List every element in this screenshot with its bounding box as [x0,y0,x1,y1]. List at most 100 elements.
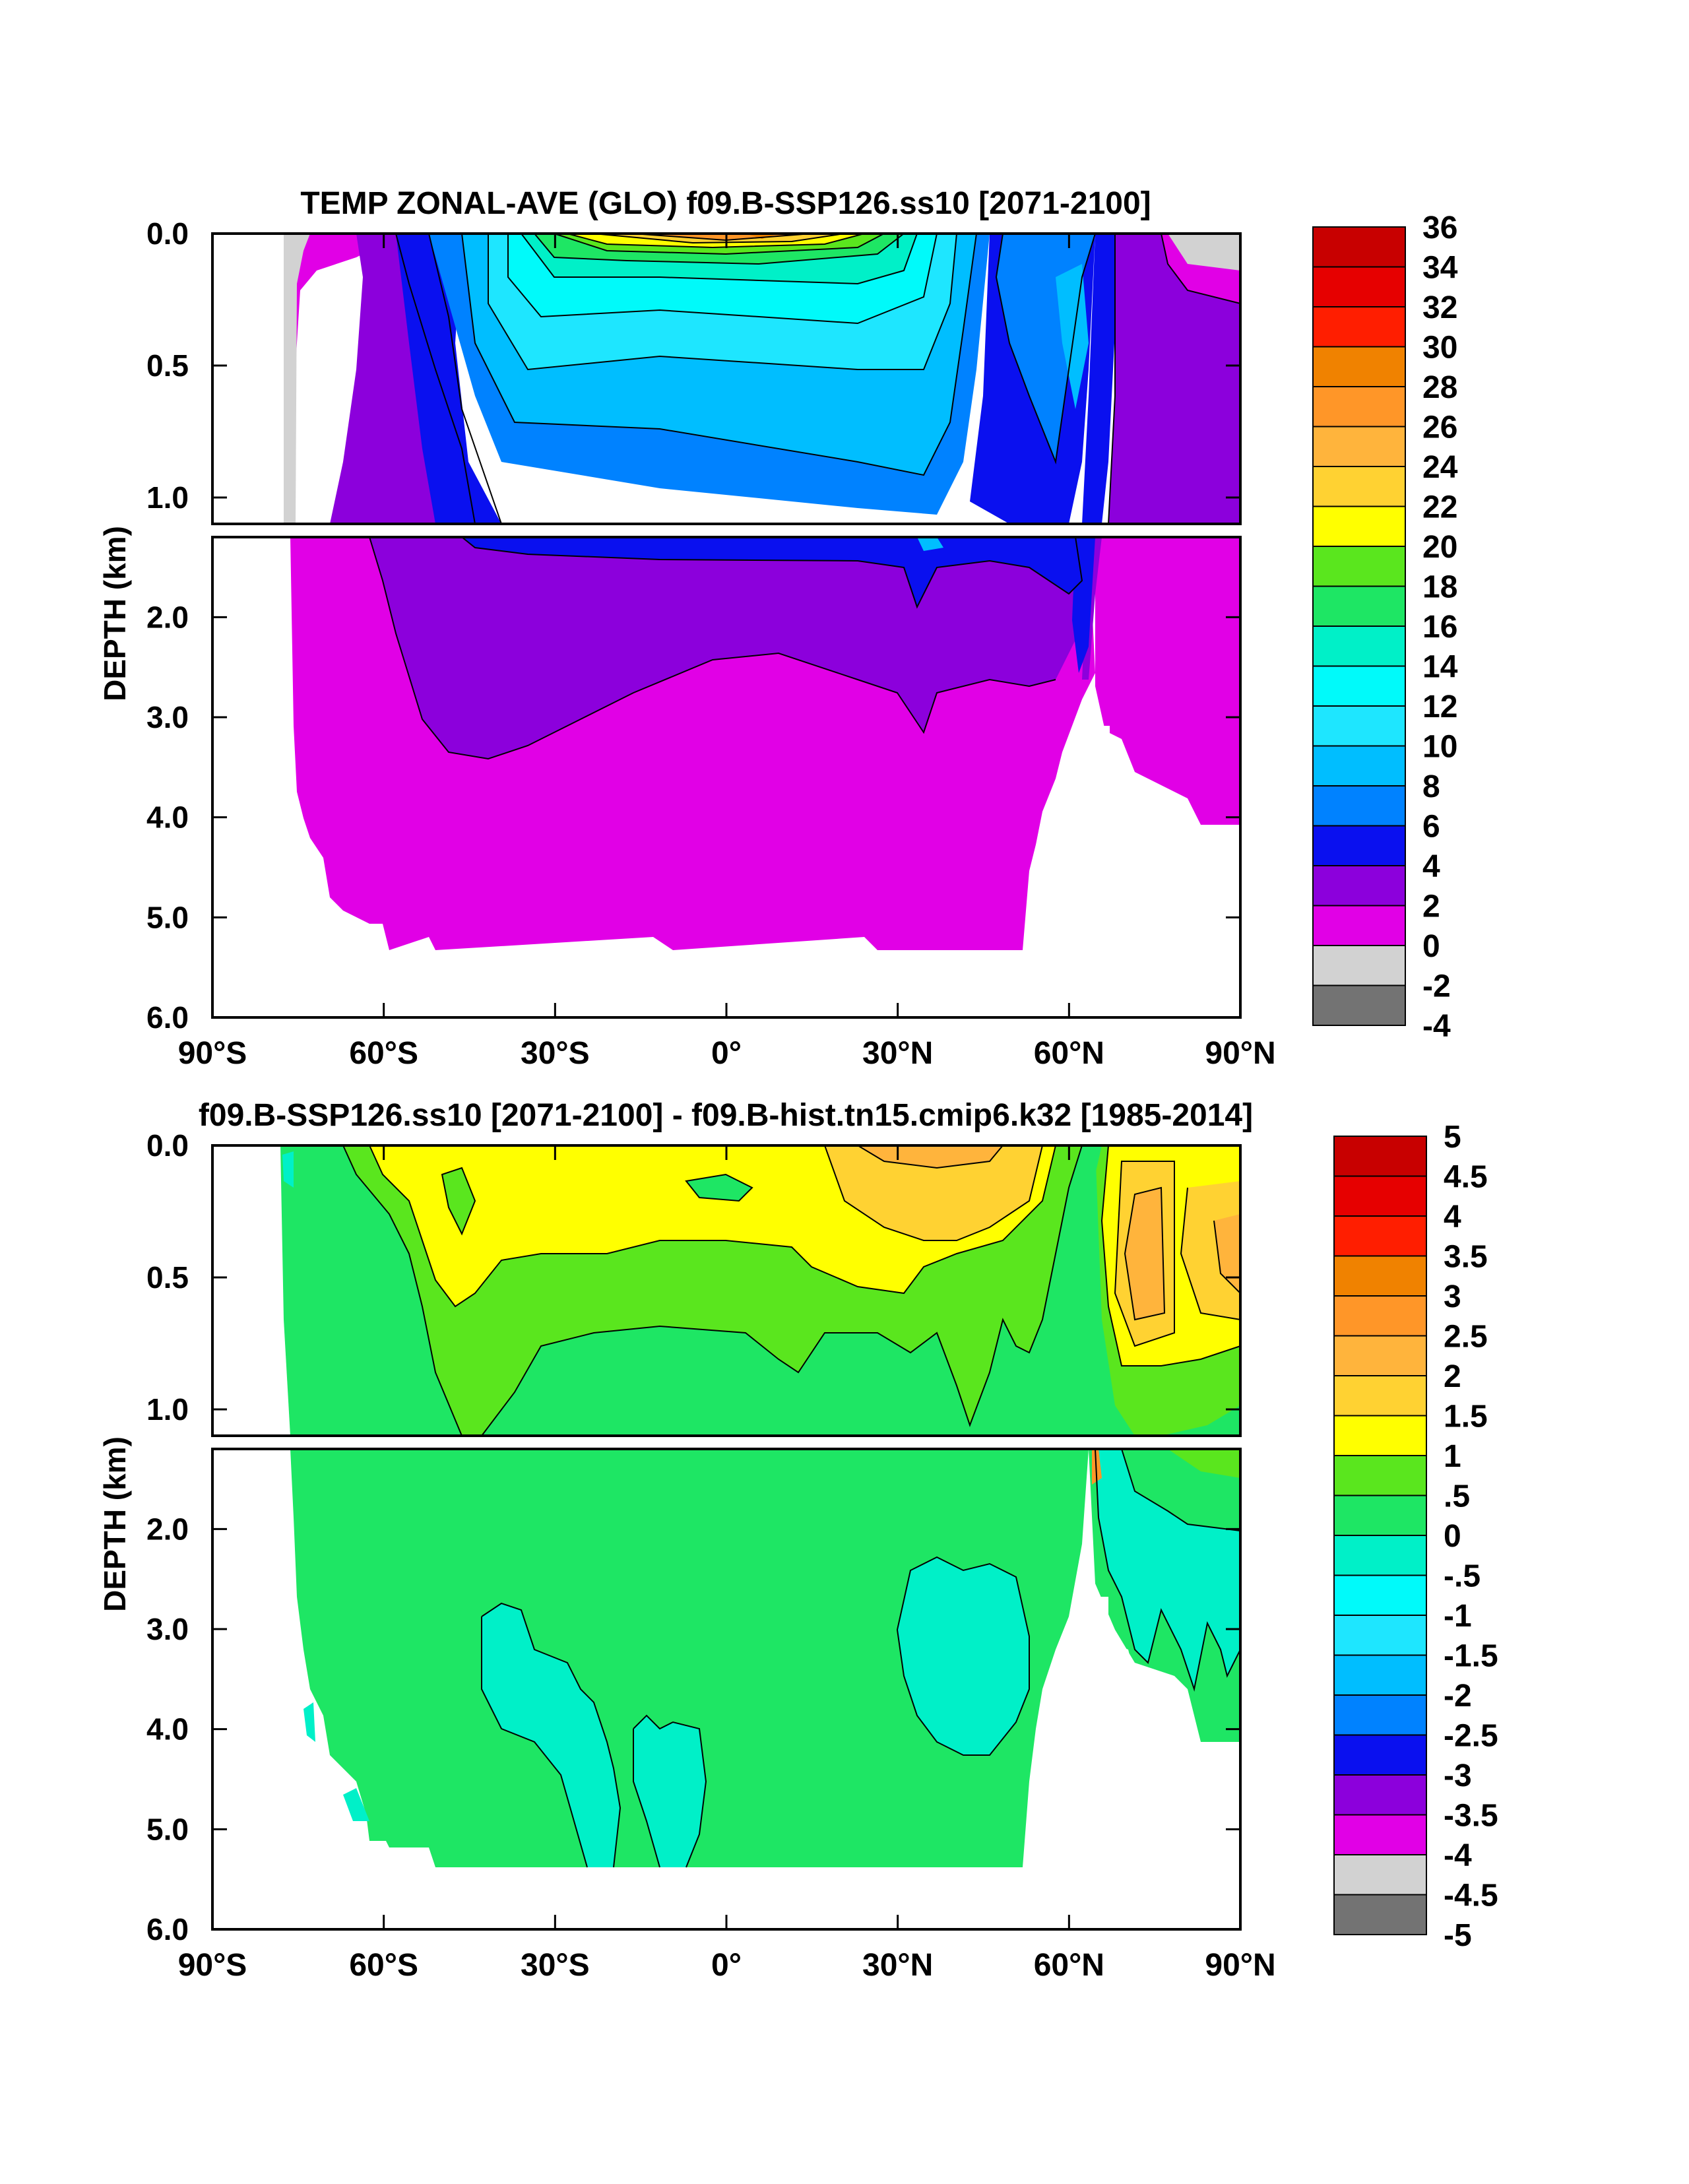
panel1-x-tick-label: 90°N [1205,1036,1275,1071]
panel1-colorbar-label: 22 [1422,490,1457,525]
panel2-break-mask [208,1436,1244,1448]
panel1-y-tick-label: 1.0 [146,480,189,515]
panel1-colorbar-box [1312,346,1406,387]
panel1-y-tick-label: 5.0 [146,900,189,934]
panel2-x-tick-label: 90°S [178,1948,247,1983]
panel2-upper-field [212,1145,1240,1436]
panel1-colorbar-label: 12 [1422,690,1457,724]
panel2-y-tick-label: 1.0 [146,1392,189,1427]
panel1-colorbar-label: -2 [1422,969,1451,1004]
panel2-x-tick-label: 60°S [349,1948,418,1983]
panel2-y-tick-label: 4.0 [146,1712,189,1747]
panel1-colorbar-box [1312,226,1406,268]
panel2-x-tick-label: 0° [711,1948,742,1983]
panel1-title: TEMP ZONAL-AVE (GLO) f09.B-SSP126.ss10 [… [300,186,1151,221]
panel2-y-tick-label: 2.0 [146,1512,189,1546]
panel1-colorbar-label: 36 [1422,210,1457,245]
panel1-colorbar-label: 10 [1422,730,1457,765]
panel2-colorbar-box [1333,1375,1427,1417]
panel1-upper-field [212,234,1240,524]
panel1-colorbar-box [1312,945,1406,986]
panel1-colorbar-box [1312,665,1406,707]
panel2-colorbar-box [1333,1814,1427,1855]
panel1-colorbar-box [1312,505,1406,547]
panel2-colorbar-box [1333,1894,1427,1935]
panel1-x-tick-label: 30°S [521,1036,590,1071]
panel1-colorbar-box [1312,306,1406,348]
panel1-colorbar-label: 0 [1422,929,1440,964]
panel2-colorbar-box [1333,1535,1427,1576]
panel2-colorbar-label: 5 [1444,1120,1461,1155]
panel1-lower-field [290,537,1240,950]
panel2-lower-field [290,1449,1240,1867]
panel2-colorbar-label: 2 [1444,1359,1461,1394]
panel1-colorbar-box [1312,865,1406,907]
panel1-colorbar-label: 16 [1422,610,1457,645]
panel2-colorbar-box [1333,1136,1427,1177]
panel2-colorbar-box [1333,1654,1427,1696]
panel2-colorbar-label: -3.5 [1444,1799,1498,1834]
panel2-x-tick-label: 60°N [1034,1948,1104,1983]
panel1-y-tick-label: 6.0 [146,1000,189,1035]
panel1-colorbar-box [1312,546,1406,587]
panel2-colorbar-label: -5 [1444,1918,1472,1953]
panel2-ylabel: DEPTH (km) [98,1436,132,1612]
panel1-colorbar-label: 2 [1422,889,1440,924]
panel2-title: f09.B-SSP126.ss10 [2071-2100] - f09.B-hi… [199,1098,1253,1133]
panel2-colorbar-label: -4.5 [1444,1879,1498,1913]
panel2-colorbar-box [1333,1854,1427,1896]
panel1-ylabel: DEPTH (km) [98,526,132,701]
panel2-colorbar-box [1333,1494,1427,1536]
panel2-colorbar-box [1333,1255,1427,1297]
panel1-colorbar-label: 20 [1422,530,1457,565]
panel1-colorbar-box [1312,984,1406,1026]
panel2-y-tick-label: 6.0 [146,1912,189,1946]
panel2-colorbar-label: -1.5 [1444,1639,1498,1674]
panel2-colorbar-box [1333,1215,1427,1257]
panel1-colorbar-box [1312,785,1406,827]
panel2-y-tick-label: 5.0 [146,1812,189,1846]
panel2-colorbar-label: 1 [1444,1439,1461,1474]
panel1-colorbar-label: 26 [1422,410,1457,445]
panel2-colorbar-box [1333,1574,1427,1616]
panel1-colorbar-box [1312,585,1406,627]
panel1-y-ticks: 0.0 0.5 1.0 2.0 3.0 4.0 5.0 6.0 [146,216,1240,1035]
panel2-x-tick-label: 30°S [521,1948,590,1983]
panel2-colorbar-label: 4 [1444,1200,1461,1235]
panel1-y-tick-label: 3.0 [146,700,189,734]
panel1-colorbar-box [1312,466,1406,507]
panel2-colorbar-label: 0 [1444,1519,1461,1554]
panel1-break-mask [208,525,1244,536]
panel1-colorbar-label: 4 [1422,849,1440,884]
panel1-y-tick-label: 0.5 [146,348,189,383]
panel1-colorbar-label: 8 [1422,769,1440,804]
panel1-colorbar-label: 32 [1422,290,1457,325]
panel1-colorbar-box [1312,426,1406,467]
panel2-y-tick-label: 0.0 [146,1128,189,1163]
panel1-y-tick-label: 0.0 [146,216,189,251]
panel1-x-tick-label: 0° [711,1036,742,1071]
panel2-colorbar-box [1333,1774,1427,1816]
panel1-colorbar-label: 28 [1422,370,1457,405]
panel2-y-tick-label: 3.0 [146,1612,189,1646]
panel1-x-tick-label: 30°N [862,1036,933,1071]
panel2-y-tick-label: 0.5 [146,1260,189,1295]
panel2-colorbar-label: 1.5 [1444,1399,1488,1434]
panel-difference: f09.B-SSP126.ss10 [2071-2100] - f09.B-hi… [98,1098,1498,1983]
panel2-colorbar-label: 3 [1444,1279,1461,1314]
panel1-colorbar-box [1312,745,1406,787]
panel2-colorbar-label: -4 [1444,1838,1472,1873]
panel1-colorbar-box [1312,825,1406,866]
panel2-colorbar-box [1333,1335,1427,1376]
panel2-colorbar-box [1333,1694,1427,1736]
panel1-y-tick-label: 4.0 [146,800,189,835]
panel1-colorbar-box [1312,705,1406,747]
panel1-colorbar-box [1312,905,1406,946]
panel2-contours [342,1145,1241,1868]
panel2-colorbar-box [1333,1295,1427,1337]
panel2-colorbar-box [1333,1615,1427,1656]
panel2-colorbar-label: -.5 [1444,1559,1481,1594]
panel1-colorbar-label: 14 [1422,650,1458,685]
